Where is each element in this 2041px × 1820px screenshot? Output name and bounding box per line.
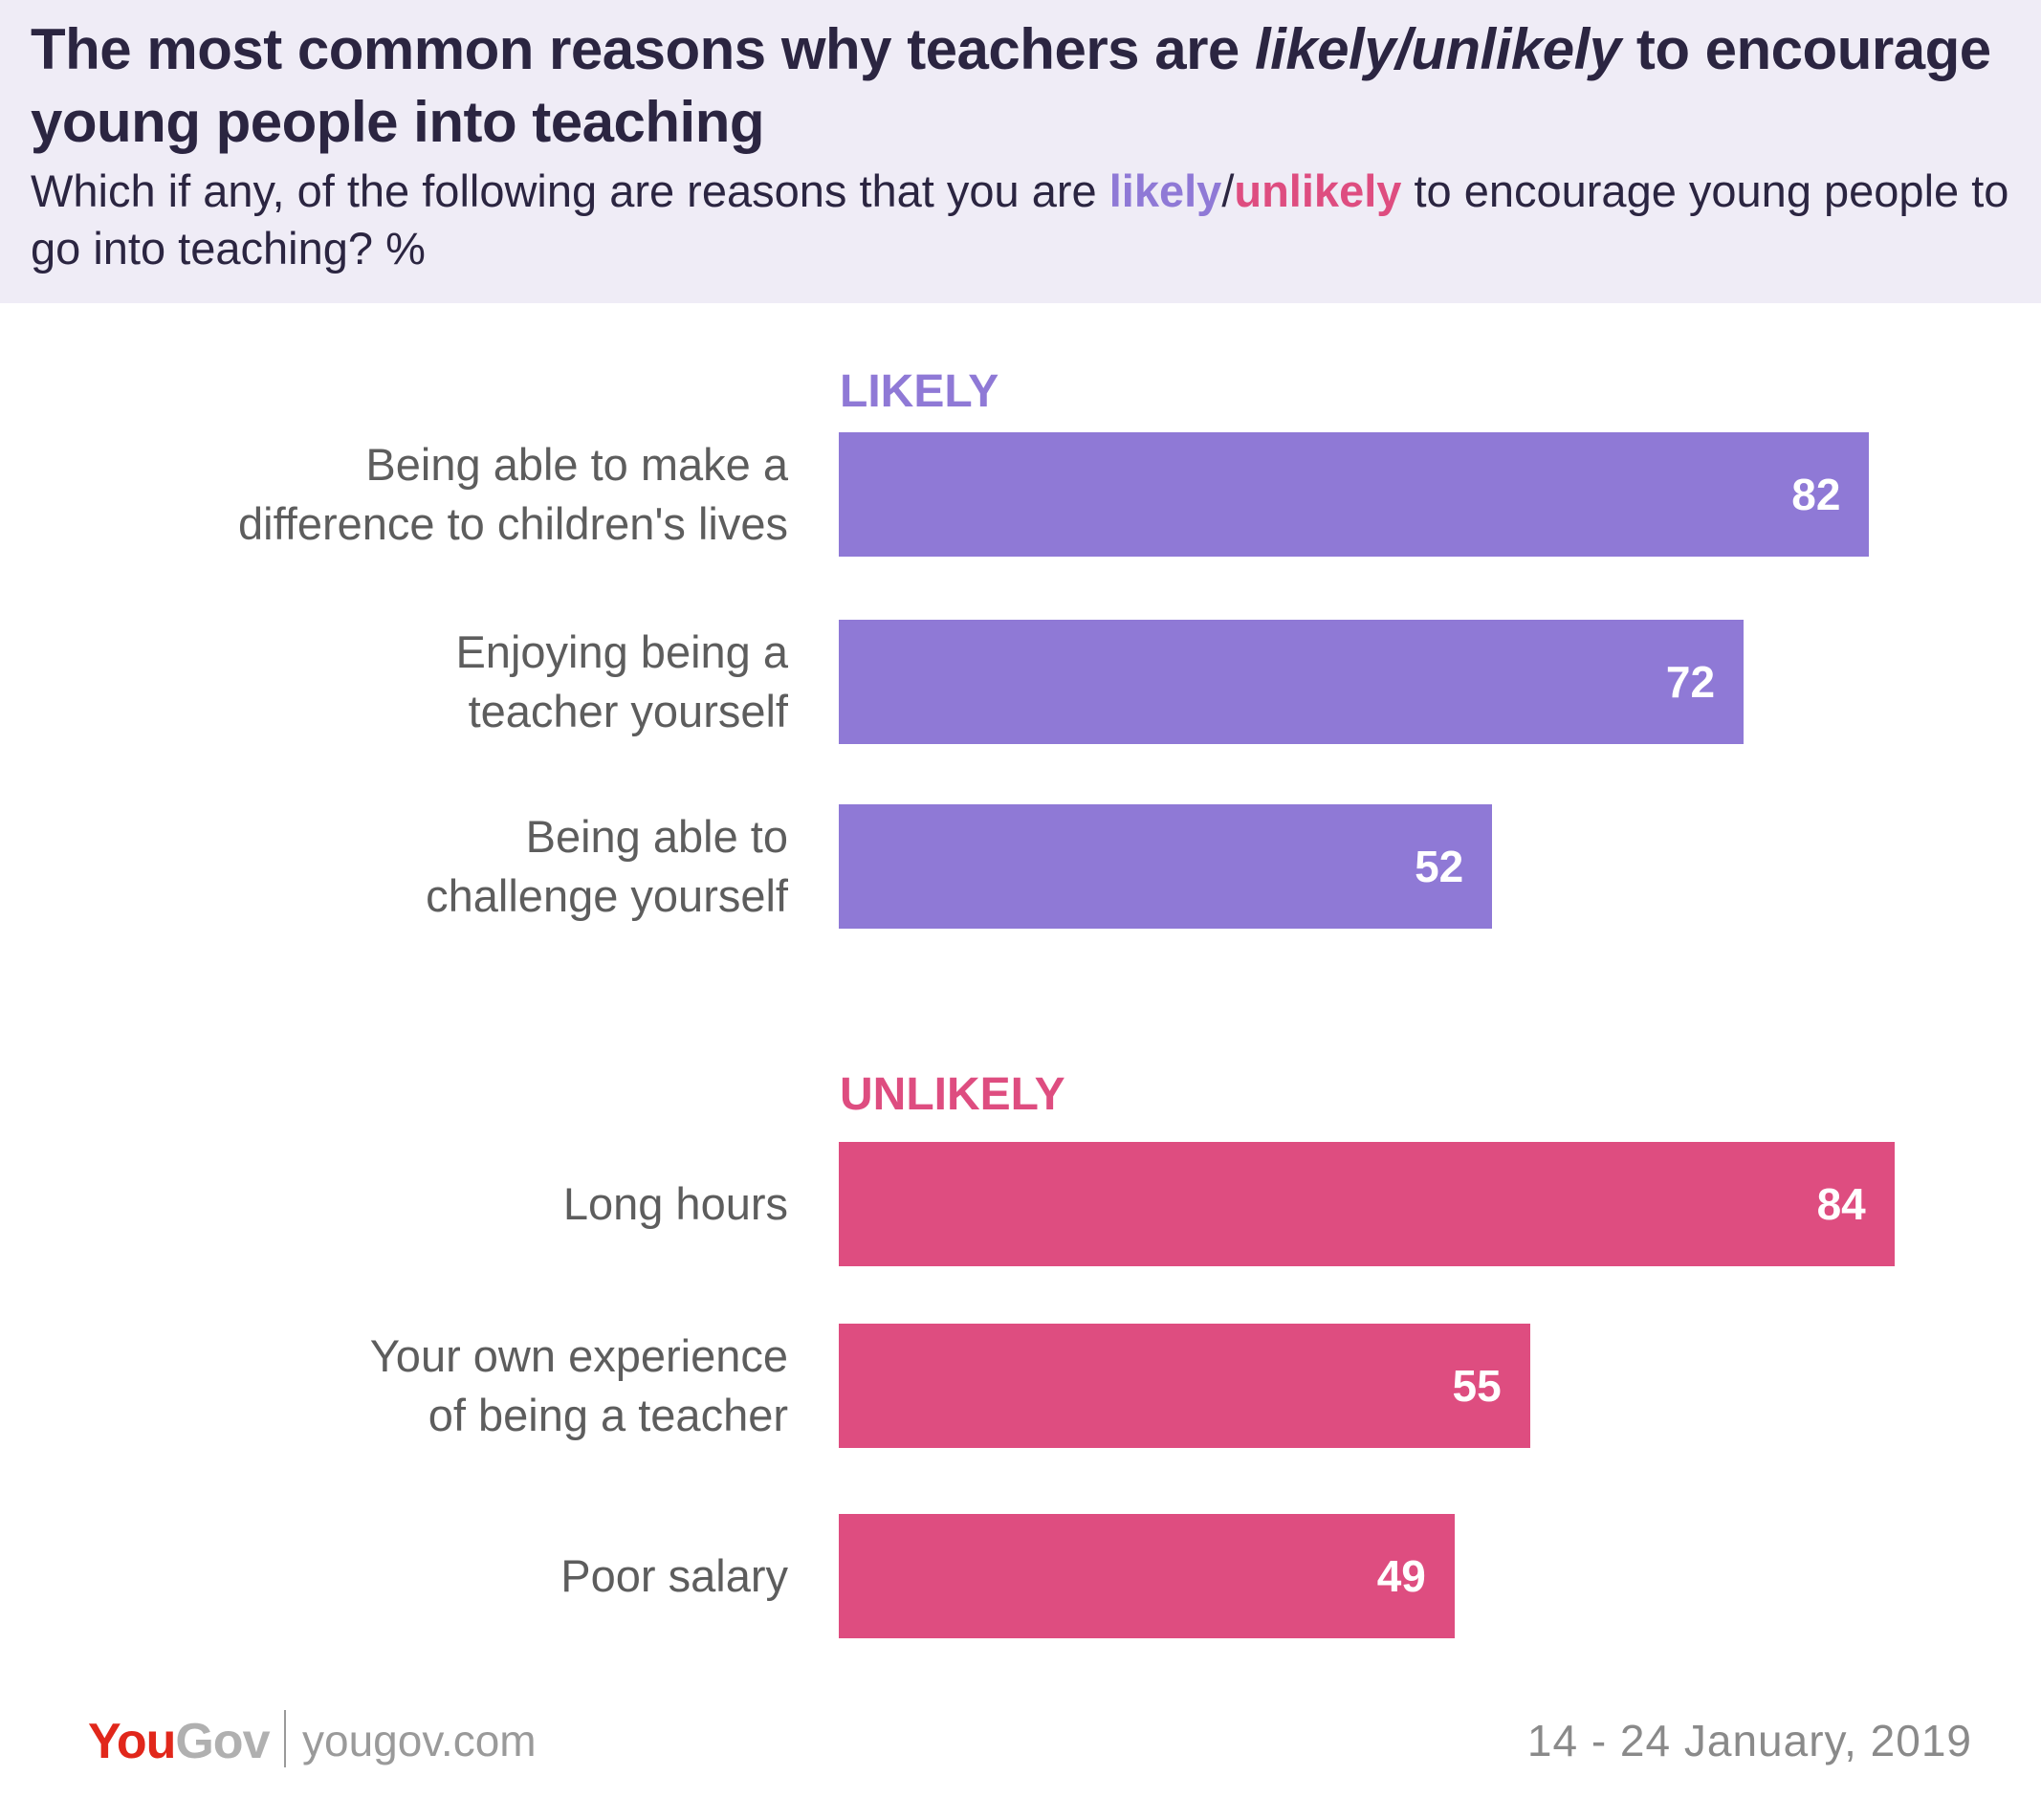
title-part-2: to encourage young people into teaching	[31, 17, 1991, 154]
subtitle-unlikely: unlikely	[1234, 165, 1402, 216]
bar-unlikely-2	[839, 1514, 1455, 1638]
bar-value-likely-2: 52	[1415, 842, 1464, 891]
category-label-unlikely-1: Your own experience of being a teacher	[369, 1330, 788, 1440]
bar-value-likely-0: 82	[1791, 470, 1841, 519]
subtitle-part-2: to encourage young people to go into tea…	[31, 165, 2009, 274]
category-label-likely-0: Being able to make a difference to child…	[237, 439, 788, 549]
section-label-likely: LIKELY	[840, 366, 999, 417]
subtitle-part-1: Which if any, of the following are reaso…	[31, 165, 1109, 216]
category-label-unlikely-0: Long hours	[562, 1178, 788, 1229]
category-label-unlikely-2: Poor salary	[560, 1550, 788, 1601]
subtitle-likely: likely	[1108, 165, 1222, 216]
footer-url: yougov.com	[302, 1716, 537, 1765]
chart-subtitle: Which if any, of the following are reaso…	[31, 163, 2020, 277]
bar-value-likely-1: 72	[1665, 657, 1716, 707]
bar-value-unlikely-0: 84	[1816, 1179, 1866, 1229]
subtitle-slash: /	[1221, 165, 1235, 216]
bar-likely-1	[839, 620, 1745, 744]
bar-likely-2	[839, 804, 1493, 929]
bar-likely-0	[839, 432, 1870, 557]
category-label-likely-1: Enjoying being a teacher yourself	[455, 626, 788, 736]
footer-divider	[284, 1710, 286, 1767]
chart-title: The most common reasons why teachers are…	[31, 13, 2020, 159]
section-label-unlikely: UNLIKELY	[840, 1069, 1065, 1120]
title-part-1: The most common reasons why teachers are	[31, 17, 1255, 81]
bar-value-unlikely-2: 49	[1376, 1551, 1426, 1601]
logo-you: You	[88, 1714, 176, 1769]
yougov-logo: YouGov	[88, 1713, 271, 1770]
bar-value-unlikely-1: 55	[1452, 1361, 1502, 1411]
footer-date: 14 - 24 January, 2019	[1526, 1716, 1972, 1765]
title-emphasis: likely/unlikely	[1254, 17, 1621, 81]
bar-unlikely-0	[839, 1142, 1895, 1266]
bar-unlikely-1	[839, 1324, 1530, 1448]
header-banner: The most common reasons why teachers are…	[0, 0, 2041, 303]
logo-gov: Gov	[175, 1714, 270, 1769]
category-label-likely-2: Being able to challenge yourself	[426, 811, 788, 921]
